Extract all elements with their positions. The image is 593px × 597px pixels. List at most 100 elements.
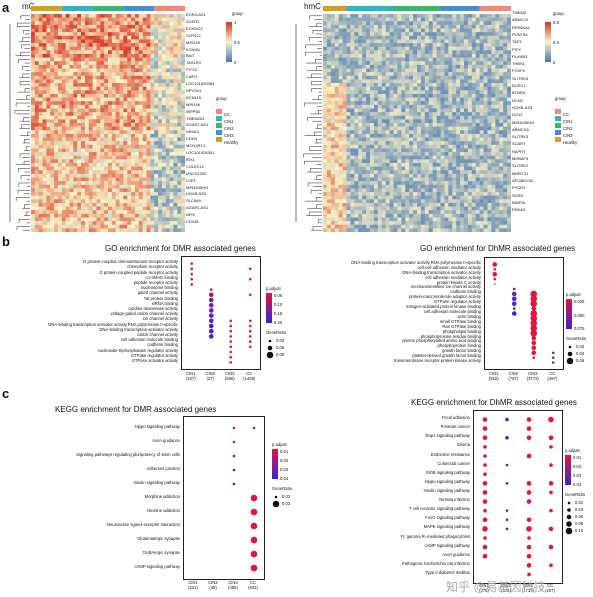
heatmap-cell [158,152,163,156]
heatmap-cell [389,144,394,149]
heatmap-cell [96,101,101,106]
heatmap-cell [96,43,101,47]
heatmap-cell [81,86,86,91]
heatmap-cell [362,53,367,58]
heatmap-cell [127,32,132,37]
heatmap-cell [350,159,355,164]
heatmap-cell [354,152,359,156]
heatmap-cell [385,57,390,62]
gene-label: BAIT [186,53,195,59]
heatmap-cell [409,130,414,135]
heatmap-cell [475,97,480,102]
heatmap-cell [142,141,147,146]
heatmap-cell [65,206,70,211]
heatmap-cell [46,184,51,189]
heatmap-cell [88,115,93,120]
heatmap-cell [84,83,90,87]
heatmap-cell [350,170,355,175]
heatmap-cell [432,141,437,146]
heatmap-cell [154,192,159,196]
heatmap-cell [161,57,167,62]
heatmap-cell [111,162,116,167]
heatmap-cell [81,133,86,138]
heatmap-cell [34,217,39,222]
heatmap-cell [38,35,43,40]
heatmap-cell [354,35,359,40]
heatmap-cell [50,61,55,66]
heatmap-cell [142,79,147,84]
heatmap-cell [370,90,375,95]
heatmap-cell [475,119,480,124]
heatmap-cell [381,46,386,51]
heatmap-cell [42,133,47,138]
heatmap-cell [381,53,386,58]
heatmap-cell [61,119,66,124]
heatmap-cell [342,68,347,73]
heatmap-cell [323,68,328,73]
heatmap-cell [491,57,496,62]
heatmap-cell [158,181,163,186]
heatmap-cell [177,24,182,29]
heatmap-cell [385,170,390,175]
heatmap-cell [100,108,105,113]
heatmap-cell [50,39,55,44]
heatmap-cell [100,32,105,37]
heatmap-cell [342,86,347,91]
heatmap-cell [417,152,422,156]
heatmap-cell [491,181,496,186]
heatmap-cell [161,213,167,218]
heatmap-cell [146,166,151,171]
heatmap-cell [409,159,414,164]
heatmap-cell [448,126,453,131]
heatmap-cell [165,53,170,58]
heatmap-cell [69,75,74,80]
heatmap-cell [169,195,174,200]
heatmap-cell [444,75,449,80]
heatmap-cell [127,217,132,222]
heatmap-cell [330,130,336,135]
heatmap-cell [424,57,430,62]
heatmap-cell [330,46,336,51]
heatmap-cell [92,162,97,167]
heatmap-cell [420,141,426,146]
heatmap-cell [131,170,136,175]
heatmap-cell [460,43,465,47]
heatmap-cell [491,53,496,58]
heatmap-cell [158,224,163,229]
heatmap-cell [127,159,132,164]
heatmap-cell [88,75,93,80]
heatmap-cell [334,93,339,98]
heatmap-cell [428,112,433,117]
heatmap-cell [464,32,469,37]
heatmap-cell [342,79,347,84]
heatmap-cell [338,155,343,160]
heatmap-cell [77,126,82,131]
heatmap-cell [491,64,496,69]
heatmap-cell [181,50,185,55]
heatmap-cell [452,97,457,102]
heatmap-cell [165,130,170,135]
heatmap-cell [420,83,426,87]
heatmap-cell [42,119,47,124]
heatmap-cell [81,195,86,200]
heatmap-cell [405,159,410,164]
heatmap-cell [165,155,170,160]
heatmap-cell [326,177,332,182]
heatmap-cell [77,93,82,98]
heatmap-cell [134,86,140,91]
heatmap-cell [323,61,328,66]
heatmap-cell [428,64,433,69]
heatmap-cell [495,90,500,95]
heatmap-cell [46,90,51,95]
heatmap-cell [150,61,155,66]
heatmap-cell [389,21,394,26]
heatmap-cell [452,181,457,186]
heatmap-cell [417,162,422,167]
heatmap-cell [88,35,93,40]
heatmap-cell [134,181,140,186]
heatmap-cell [440,64,445,69]
heatmap-cell [54,155,59,160]
heatmap-cell [169,32,174,37]
heatmap-cell [326,43,332,47]
heatmap-cell [146,177,151,182]
